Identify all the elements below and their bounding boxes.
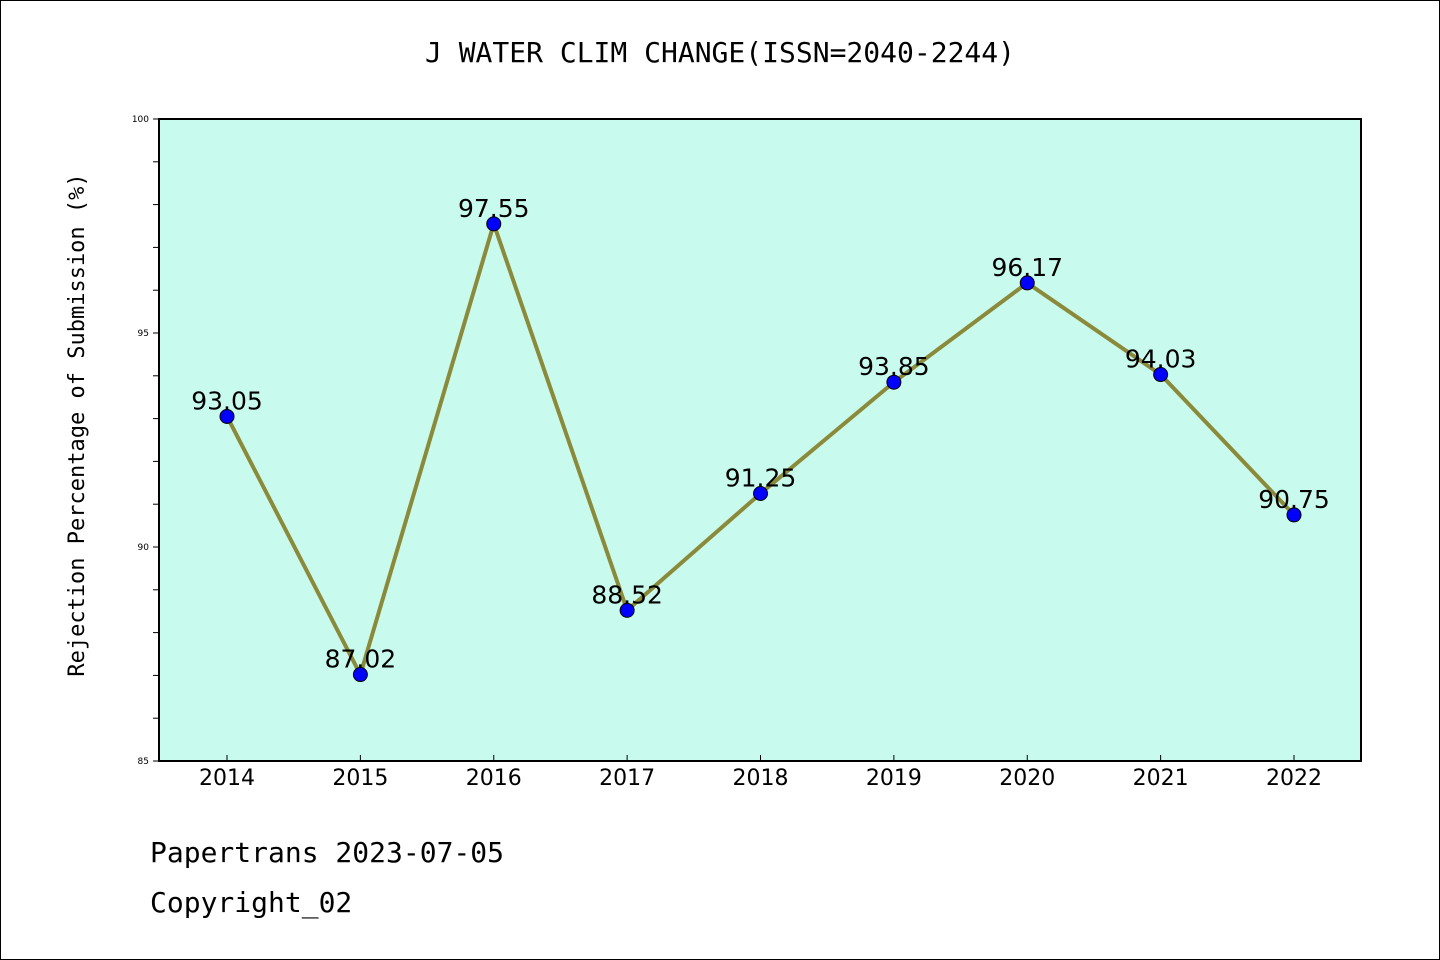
data-label: 87.02: [325, 645, 397, 674]
data-label: 93.85: [858, 352, 930, 381]
y-tick-label: 100: [132, 115, 149, 125]
data-point: [619, 602, 635, 618]
data-label: 91.25: [725, 464, 797, 493]
footer-copyright: Copyright_02: [150, 886, 353, 919]
plot-border: [158, 118, 1362, 762]
data-label: 97.55: [458, 194, 530, 223]
x-tick-label: 2017: [599, 766, 655, 791]
data-point: [1286, 507, 1302, 523]
y-tick-label: 95: [138, 329, 149, 339]
data-point: [753, 486, 768, 501]
x-tick-label: 2014: [199, 766, 255, 791]
x-tick-label: 2019: [866, 766, 922, 791]
data-label: 93.05: [191, 386, 263, 415]
data-label: 88.52: [591, 580, 663, 609]
data-point: [1153, 367, 1169, 383]
data-label: 90.75: [1258, 485, 1330, 514]
data-labels: 93.05 87.02 97.55 88.52 91.25 93.85 96.17 94.03…: [191, 194, 1330, 674]
x-axis: 2014 2015 2016 2017 2018 2019 2020 2021 2022: [199, 755, 1322, 791]
data-point: [886, 374, 902, 390]
x-tick-label: 2022: [1266, 766, 1322, 791]
y-tick-label: 85: [138, 757, 149, 767]
x-tick-label: 2018: [733, 766, 789, 791]
y-axis: 85 90 95 100: [132, 115, 159, 767]
data-point: [1019, 275, 1035, 291]
x-tick-label: 2015: [332, 766, 388, 791]
x-tick-label: 2021: [1133, 766, 1189, 791]
data-point: [352, 667, 368, 683]
y-axis-label: Rejection Percentage of Submission (%): [65, 173, 90, 676]
data-label: 96.17: [991, 253, 1063, 282]
data-label: 94.03: [1125, 345, 1197, 374]
data-point: [486, 216, 502, 232]
x-tick-label: 2016: [466, 766, 522, 791]
y-tick-label: 90: [138, 543, 150, 553]
plot-area: [159, 119, 1361, 761]
x-tick-label: 2020: [999, 766, 1055, 791]
footer-date: Papertrans 2023-07-05: [150, 836, 505, 869]
chart-title: J WATER CLIM CHANGE(ISSN=2040-2244): [424, 36, 1015, 69]
data-points: [219, 216, 1302, 683]
data-point: [219, 408, 235, 424]
